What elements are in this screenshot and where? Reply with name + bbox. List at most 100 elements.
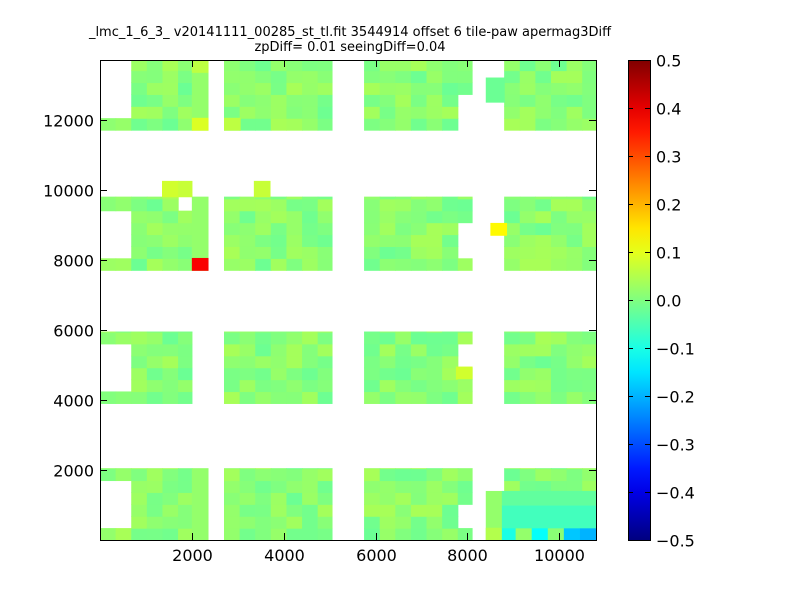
x-tick-label: 8000 bbox=[447, 546, 488, 565]
heatmap-cell bbox=[504, 258, 521, 271]
heatmap-cell bbox=[550, 198, 568, 212]
heatmap-cell bbox=[146, 196, 164, 200]
heatmap-cell bbox=[131, 331, 148, 333]
heatmap-cell bbox=[442, 367, 459, 381]
y-tick-label: 6000 bbox=[53, 322, 94, 341]
heatmap-cell bbox=[224, 516, 241, 529]
heatmap-cell bbox=[426, 234, 443, 247]
heatmap-cell bbox=[364, 331, 381, 345]
heatmap-cell bbox=[146, 391, 164, 404]
colorbar-tick-label: −0.1 bbox=[656, 340, 695, 359]
heatmap-cell bbox=[550, 480, 568, 493]
heatmap-cell bbox=[410, 528, 428, 540]
heatmap-cell bbox=[317, 492, 333, 505]
heatmap-cell bbox=[146, 60, 164, 72]
heatmap-cell bbox=[317, 480, 333, 493]
heatmap-cell bbox=[239, 480, 256, 493]
heatmap-cell bbox=[504, 196, 521, 200]
x-tick-label: 4000 bbox=[264, 546, 305, 565]
heatmap-cell bbox=[395, 468, 412, 470]
heatmap-cell bbox=[582, 391, 596, 404]
heatmap-cell bbox=[410, 492, 428, 505]
heatmap-cell bbox=[426, 468, 443, 482]
heatmap-cell bbox=[239, 198, 256, 212]
heatmap-cell bbox=[302, 468, 319, 482]
heatmap-cell bbox=[286, 468, 303, 470]
heatmap-cell bbox=[550, 210, 568, 224]
heatmap-cell bbox=[550, 70, 568, 84]
heatmap-cell bbox=[410, 367, 428, 381]
heatmap-cell bbox=[364, 468, 381, 482]
heatmap-cell bbox=[162, 379, 179, 393]
heatmap-cell bbox=[426, 391, 443, 404]
heatmap-cell bbox=[317, 246, 333, 259]
heatmap-cell bbox=[519, 118, 536, 131]
heatmap-cell bbox=[270, 234, 288, 247]
heatmap-cell bbox=[410, 60, 428, 72]
heatmap-cell bbox=[162, 468, 179, 470]
heatmap-cell bbox=[178, 504, 193, 517]
heatmap-cell bbox=[270, 246, 288, 259]
heatmap-cell bbox=[535, 94, 552, 107]
heatmap-cell bbox=[100, 468, 117, 482]
heatmap-cell bbox=[442, 492, 459, 505]
heatmap-cell bbox=[115, 391, 132, 404]
heatmap-cell bbox=[270, 118, 288, 131]
heatmap-cell bbox=[239, 118, 256, 131]
heatmap-cell bbox=[504, 331, 521, 345]
heatmap-cell bbox=[224, 468, 241, 470]
heatmap-cell bbox=[317, 468, 333, 470]
heatmap-cell bbox=[255, 60, 272, 72]
heatmap-cell bbox=[270, 210, 288, 224]
heatmap-cell bbox=[224, 480, 241, 493]
heatmap-cell bbox=[224, 60, 241, 72]
heatmap-cell bbox=[395, 367, 412, 381]
heatmap-cell bbox=[442, 379, 459, 393]
heatmap-cell bbox=[162, 196, 179, 200]
heatmap-cell bbox=[550, 331, 568, 333]
heatmap-cell bbox=[457, 70, 473, 84]
heatmap-cell bbox=[239, 246, 256, 259]
heatmap-cell bbox=[519, 70, 536, 84]
heatmap-cell bbox=[566, 198, 583, 212]
heatmap-cell bbox=[239, 331, 256, 345]
heatmap-cell bbox=[178, 118, 193, 131]
heatmap-cell bbox=[146, 468, 164, 482]
heatmap-cell bbox=[379, 222, 396, 236]
heatmap-cell bbox=[442, 222, 459, 236]
heatmap-cell bbox=[379, 367, 396, 381]
heatmap-cell bbox=[302, 492, 319, 505]
heatmap-cell bbox=[582, 331, 596, 333]
heatmap-cell bbox=[550, 379, 568, 393]
heatmap-cell bbox=[317, 379, 333, 393]
heatmap-cell bbox=[364, 528, 381, 540]
heatmap-cell bbox=[317, 198, 333, 212]
heatmap-cell bbox=[286, 222, 303, 236]
heatmap-cell bbox=[146, 198, 164, 212]
heatmap-cell bbox=[115, 468, 132, 482]
heatmap-cell bbox=[550, 222, 568, 236]
heatmap-cell bbox=[302, 60, 319, 72]
heatmap-cell bbox=[364, 196, 381, 200]
heatmap-cell bbox=[504, 355, 521, 369]
heatmap-cell bbox=[224, 355, 241, 369]
heatmap-cell bbox=[485, 77, 505, 103]
heatmap-cell bbox=[582, 196, 596, 200]
heatmap-cell bbox=[286, 355, 303, 369]
heatmap-cell bbox=[519, 60, 536, 72]
heatmap-cell bbox=[566, 468, 583, 482]
heatmap-cell bbox=[146, 210, 164, 224]
heatmap-cell bbox=[364, 468, 381, 470]
heatmap-cell bbox=[504, 106, 521, 119]
heatmap-cell bbox=[582, 331, 596, 345]
heatmap-cell bbox=[270, 468, 288, 470]
heatmap-cell bbox=[535, 106, 552, 119]
heatmap-cell bbox=[162, 468, 179, 482]
heatmap-cell bbox=[582, 82, 596, 95]
heatmap-cell bbox=[286, 480, 303, 493]
heatmap-cell bbox=[410, 94, 428, 107]
heatmap-cell bbox=[442, 468, 459, 470]
heatmap-cell bbox=[255, 480, 272, 493]
heatmap-cell bbox=[131, 196, 148, 200]
heatmap-cell bbox=[501, 527, 517, 540]
